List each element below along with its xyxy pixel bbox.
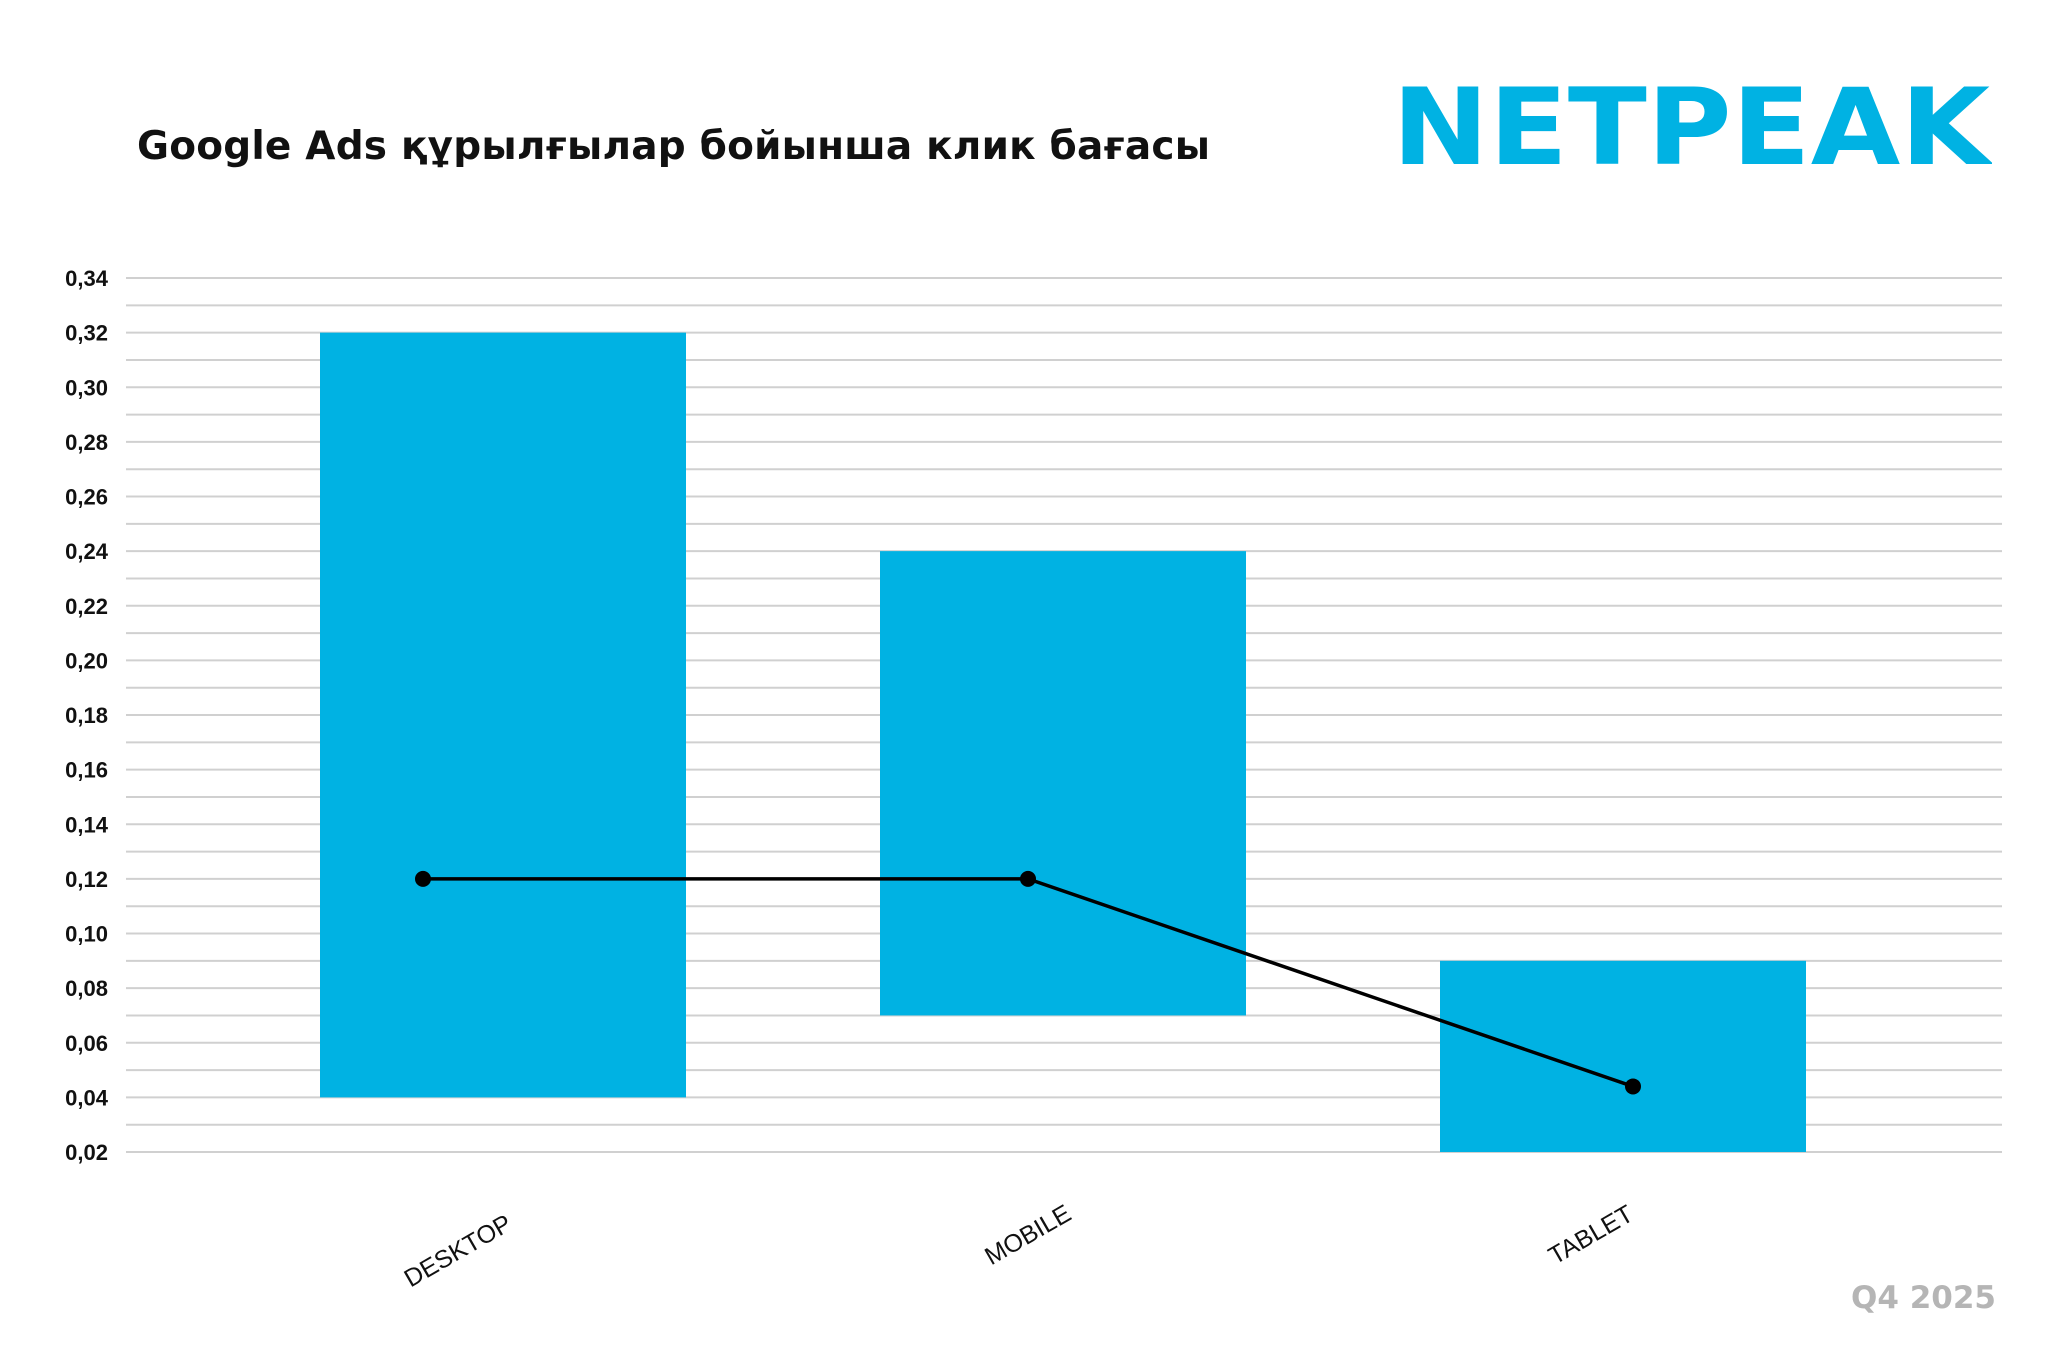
y-tick-label: 0,10 <box>65 922 108 947</box>
x-tick-label-mobile: MOBILE <box>980 1199 1076 1270</box>
y-tick-label: 0,04 <box>65 1085 109 1110</box>
x-tick-label-desktop: DESKTOP <box>399 1209 516 1293</box>
line-series <box>415 870 1641 1095</box>
y-tick-label: 0,08 <box>65 976 108 1001</box>
y-tick-label: 0,02 <box>65 1140 108 1165</box>
y-tick-label: 0,16 <box>65 758 108 783</box>
y-tick-label: 0,28 <box>65 430 108 455</box>
netpeak-logo: NETPEAK <box>1392 72 1992 174</box>
period-label: Q4 2025 <box>1851 1280 1996 1316</box>
logo-wordmark: NETPEAK <box>1392 72 1992 174</box>
y-tick-label: 0,26 <box>65 485 108 510</box>
y-axis-ticks: 0,34 0,32 0,30 0,28 0,26 0,24 0,22 0,20 0,18 0,16… <box>65 266 109 1165</box>
y-tick-label: 0,34 <box>65 266 109 291</box>
line-point-tablet <box>1625 1078 1641 1095</box>
line-point-mobile <box>1020 870 1036 887</box>
y-tick-label: 0,24 <box>65 539 109 564</box>
bar-mobile <box>880 551 1246 1016</box>
y-tick-label: 0,20 <box>65 648 108 673</box>
x-tick-label-tablet: TABLET <box>1544 1200 1638 1271</box>
line-point-desktop <box>415 870 431 887</box>
y-tick-label: 0,30 <box>65 375 108 400</box>
bars <box>320 332 1806 1152</box>
y-tick-label: 0,06 <box>65 1031 108 1056</box>
y-tick-label: 0,12 <box>65 867 108 892</box>
y-tick-label: 0,22 <box>65 594 108 619</box>
y-tick-label: 0,14 <box>65 812 109 837</box>
y-tick-label: 0,32 <box>65 321 108 346</box>
x-axis-labels: DESKTOP MOBILE TABLET <box>399 1199 1638 1293</box>
bar-tablet <box>1440 960 1806 1152</box>
bar-desktop <box>320 332 686 1098</box>
y-tick-label: 0,18 <box>65 703 108 728</box>
chart-title: Google Ads құрылғылар бойынша клик бағас… <box>137 124 1211 169</box>
